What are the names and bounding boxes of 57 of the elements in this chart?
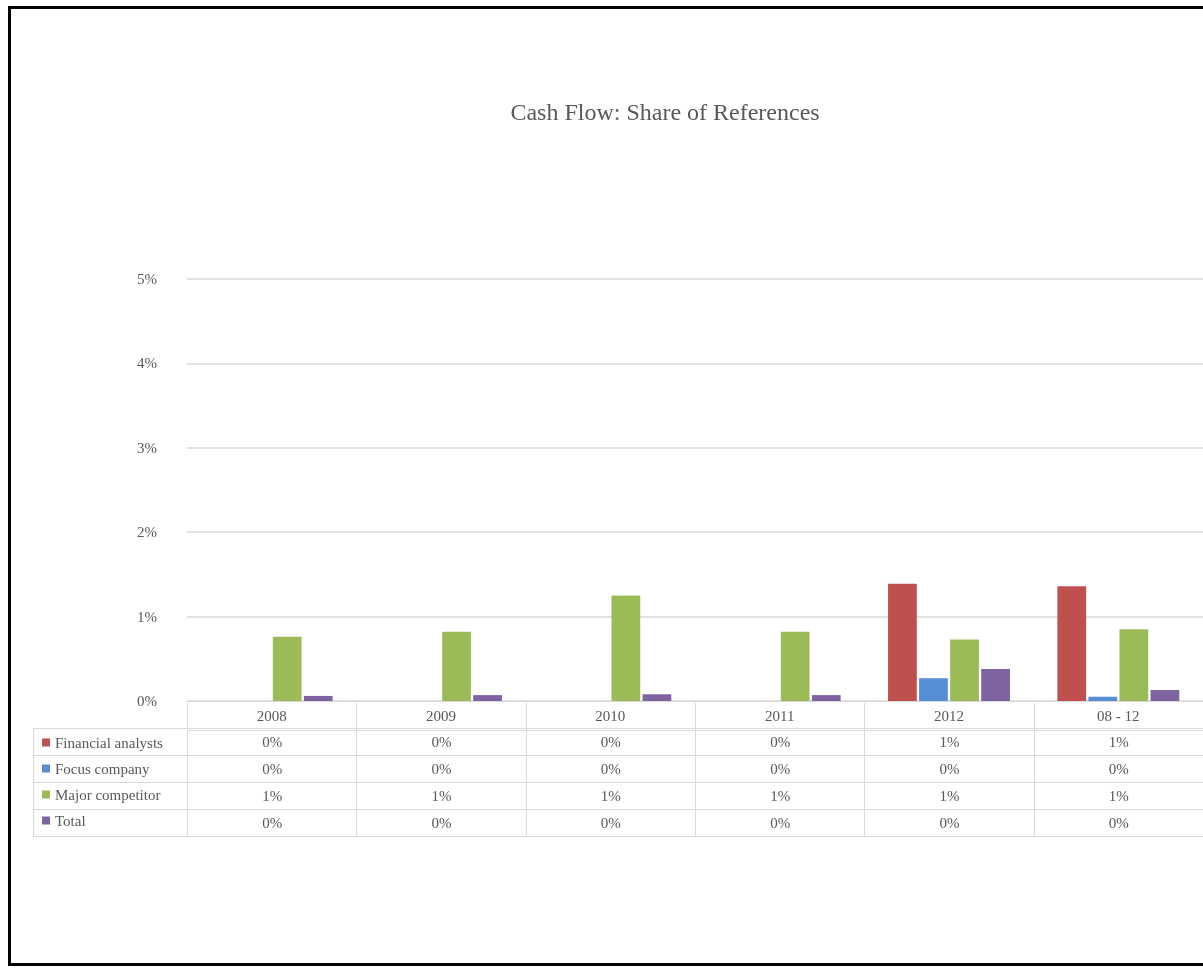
data-label: 0% <box>525 728 696 756</box>
data-label: 0% <box>695 755 866 783</box>
bar <box>272 636 302 701</box>
y-tick-label: 5% <box>137 271 157 287</box>
data-label: 0% <box>187 755 358 783</box>
data-label: 0% <box>1033 755 1203 783</box>
data-label: 0% <box>356 755 527 783</box>
bar <box>473 695 502 701</box>
data-label: 0% <box>695 728 866 756</box>
data-label: 1% <box>1033 782 1203 810</box>
bar <box>303 695 333 701</box>
x-tick-label: 08 - 12 <box>1097 707 1140 724</box>
legend-label: Financial analysts <box>55 734 164 751</box>
data-label: 1% <box>864 728 1035 756</box>
legend-label: Major competitor <box>55 786 161 803</box>
data-label: 0% <box>1033 809 1203 837</box>
data-label: 1% <box>864 782 1035 810</box>
x-tick-label: 2008 <box>256 707 287 724</box>
x-tick-label: 2012 <box>934 707 964 724</box>
bar <box>950 639 979 701</box>
data-label: 1% <box>695 782 866 810</box>
bar <box>919 678 948 701</box>
bar <box>642 694 672 701</box>
bar <box>981 668 1010 701</box>
x-tick-label: 2011 <box>764 707 795 724</box>
data-label: 1% <box>1033 728 1203 756</box>
bar <box>811 695 841 701</box>
data-label: 0% <box>864 755 1035 783</box>
legend-label: Focus company <box>55 760 151 777</box>
data-label: 0% <box>695 809 866 837</box>
data-label: 0% <box>187 809 358 837</box>
x-tick-label: 2010 <box>595 707 626 724</box>
data-label: 0% <box>864 809 1035 837</box>
y-tick-label: 1% <box>137 608 157 625</box>
bar <box>1150 690 1180 701</box>
y-tick-label: 3% <box>137 439 157 456</box>
y-tick-label: 4% <box>137 355 157 372</box>
bar <box>1057 586 1087 701</box>
data-label: 0% <box>356 728 527 756</box>
bar <box>442 631 471 701</box>
data-label: 0% <box>356 809 527 837</box>
data-label: 1% <box>525 782 696 810</box>
data-label: 0% <box>525 809 696 837</box>
bar <box>780 631 810 701</box>
y-tick-label: 0% <box>137 693 157 709</box>
bar <box>888 583 917 701</box>
bar <box>611 595 641 701</box>
y-tick-label: 2% <box>137 524 157 541</box>
data-label: 0% <box>525 755 696 783</box>
chart-title: Cash Flow: Share of References <box>510 99 820 125</box>
x-tick-label: 2009 <box>426 707 456 724</box>
legend-label: Total <box>55 812 86 829</box>
bar <box>1119 629 1149 701</box>
data-label: 0% <box>187 728 358 756</box>
data-label: 1% <box>187 782 358 810</box>
data-label: 1% <box>356 782 527 810</box>
bar <box>1088 696 1118 701</box>
